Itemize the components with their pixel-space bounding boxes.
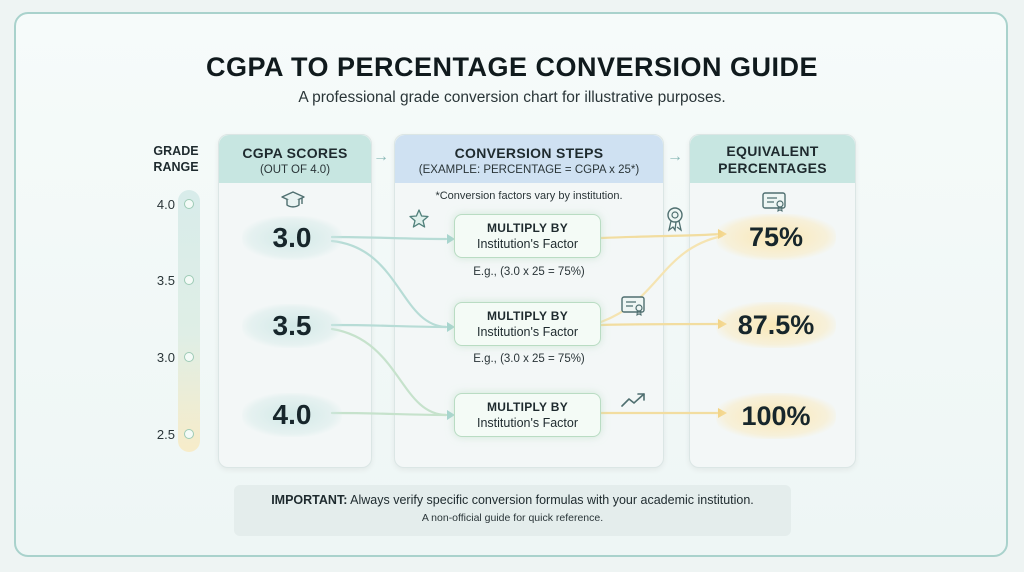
page-subtitle: A professional grade conversion chart fo… — [298, 89, 726, 106]
grade-range-track — [178, 190, 200, 452]
star-icon — [409, 209, 429, 228]
step-title: MULTIPLY BY — [486, 309, 569, 323]
step-subtitle: Institution's Factor — [476, 416, 579, 430]
header-arrow-icon: → — [667, 148, 683, 165]
connector-step2-to-87 — [599, 322, 724, 327]
step-title: MULTIPLY BY — [486, 221, 569, 235]
connector-3.0-to-step1 — [330, 235, 448, 241]
grade-range-header-line1: GRADE — [153, 144, 199, 158]
grade-range-header: GRADE RANGE — [146, 143, 206, 175]
conversion-step-box: MULTIPLY BY Institution's Factor — [454, 214, 601, 258]
equivalent-percentages-header: EQUIVALENT PERCENTAGES — [690, 135, 855, 183]
graduation-cap-icon — [281, 191, 305, 208]
cgpa-scores-header: CGPA SCORES (OUT OF 4.0) — [219, 135, 371, 183]
step-subtitle: Institution's Factor — [476, 325, 579, 339]
grade-range-tick: 2.5 — [156, 427, 175, 442]
cgpa-value: 4.0 — [242, 393, 342, 437]
step-example: E.g., (3.0 x 25 = 75%) — [473, 353, 585, 365]
conversion-steps-header: CONVERSION STEPS (EXAMPLE: PERCENTAGE = … — [395, 135, 663, 183]
important-text: Always verify specific conversion formul… — [347, 493, 754, 507]
conversion-note: *Conversion factors vary by institution. — [435, 190, 623, 202]
percentage-value: 100% — [716, 393, 836, 439]
award-ribbon-icon — [667, 207, 683, 232]
connector-3.5-to-step2 — [330, 323, 448, 329]
connector-step2-to-75 — [599, 234, 724, 324]
conversion-step-box: MULTIPLY BY Institution's Factor — [454, 393, 601, 437]
grade-range-tick: 3.5 — [156, 273, 175, 288]
connector-3.0-to-step2 — [330, 239, 448, 329]
step-title: MULTIPLY BY — [486, 400, 569, 414]
connector-3.5-to-step3 — [330, 327, 448, 417]
grade-range-dot — [184, 352, 194, 362]
conversion-steps-title: CONVERSION STEPS — [454, 145, 604, 161]
cgpa-value: 3.0 — [242, 216, 342, 260]
important-footnote: A non-official guide for quick reference… — [421, 512, 604, 524]
grade-range-dot — [184, 275, 194, 285]
header-arrow-icon: → — [373, 148, 389, 165]
percentage-value: 75% — [716, 214, 836, 260]
grade-range-tick: 3.0 — [156, 350, 175, 365]
grade-range-dot — [184, 429, 194, 439]
important-line: IMPORTANT: Always verify specific conver… — [234, 493, 791, 507]
cgpa-value: 3.5 — [242, 304, 342, 348]
grade-range-dot — [184, 199, 194, 209]
page-title: CGPA TO PERCENTAGE CONVERSION GUIDE — [205, 52, 819, 82]
conversion-steps-subtitle: (EXAMPLE: PERCENTAGE = CGPA x 25*) — [418, 164, 640, 176]
equivalent-title-line2: PERCENTAGES — [718, 160, 827, 176]
trend-up-icon — [621, 393, 645, 407]
equivalent-title-line1: EQUIVALENT — [726, 143, 819, 159]
percentage-value: 87.5% — [716, 302, 836, 348]
connector-4.0-to-step3 — [330, 411, 448, 417]
grade-range-tick: 4.0 — [156, 197, 175, 212]
step-subtitle: Institution's Factor — [476, 237, 579, 251]
certificate-icon — [762, 192, 786, 213]
important-label: IMPORTANT: — [271, 493, 348, 507]
important-notice: IMPORTANT: Always verify specific conver… — [234, 485, 791, 536]
grade-range-header-line2: RANGE — [153, 160, 199, 174]
connector-step1-to-75 — [599, 232, 724, 240]
step-example: E.g., (3.0 x 25 = 75%) — [473, 266, 585, 278]
conversion-step-box: MULTIPLY BY Institution's Factor — [454, 302, 601, 346]
cgpa-scores-title: CGPA SCORES — [242, 145, 348, 161]
cgpa-scores-subtitle: (OUT OF 4.0) — [259, 164, 331, 176]
certificate-icon — [621, 296, 645, 317]
